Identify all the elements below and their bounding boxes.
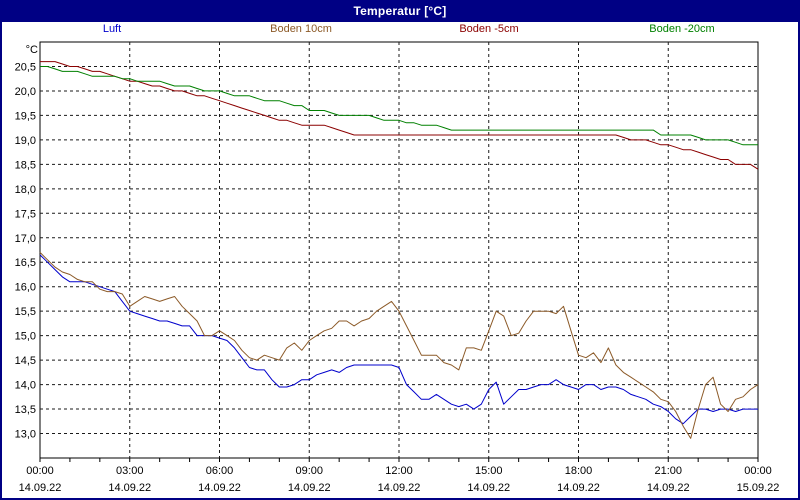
x-tick-date-label: 14.09.22 — [378, 482, 421, 494]
y-tick-label: 13,0 — [15, 429, 36, 441]
y-tick-label: 17,5 — [15, 208, 36, 220]
y-tick-label: 13,5 — [15, 404, 36, 416]
y-tick-label: 15,0 — [15, 331, 36, 343]
x-tick-time-label: 18:00 — [565, 465, 593, 477]
y-tick-label: 18,5 — [15, 159, 36, 171]
y-tick-label: 14,0 — [15, 380, 36, 392]
x-tick-time-label: 21:00 — [654, 465, 682, 477]
series-line-boden-20cm — [40, 66, 758, 146]
window-border-left — [0, 22, 2, 500]
legend-item-luft: Luft — [102, 23, 122, 35]
y-tick-label: 19,0 — [15, 135, 36, 147]
x-tick-time-label: 12:00 — [385, 465, 413, 477]
legend-item-boden-10cm: Boden 10cm — [270, 23, 332, 35]
x-tick-date-label: 14.09.22 — [557, 482, 600, 494]
y-tick-label: 14,5 — [15, 355, 36, 367]
title-bar: Temperatur [°C] — [0, 0, 800, 22]
y-tick-label: 16,0 — [15, 282, 36, 294]
legend-item-boden--20cm: Boden -20cm — [649, 23, 715, 35]
y-tick-label: 16,5 — [15, 257, 36, 269]
x-tick-date-label: 14.09.22 — [647, 482, 690, 494]
x-tick-date-label: 15.09.22 — [737, 482, 780, 494]
x-tick-time-label: 09:00 — [295, 465, 323, 477]
x-tick-time-label: 00:00 — [744, 465, 772, 477]
window-border-right — [798, 22, 800, 500]
temperature-chart: °C 20,5 20,0 19,5 19,0 18,5 18,0 17,5 17,0 16,5 1… — [15, 41, 780, 494]
plot-area — [39, 41, 759, 459]
y-tick-label: 19,5 — [15, 110, 36, 122]
x-tick-time-label: 06:00 — [206, 465, 234, 477]
y-tick-label: 20,0 — [15, 86, 36, 98]
x-tick-date-label: 14.09.22 — [198, 482, 241, 494]
x-tick-time-label: 15:00 — [475, 465, 503, 477]
y-tick-label: 17,0 — [15, 233, 36, 245]
window-border-bottom — [0, 498, 800, 500]
x-tick-date-label: 14.09.22 — [19, 482, 62, 494]
x-tick-time-label: 00:00 — [26, 465, 54, 477]
series-line-boden-10cm — [39, 252, 759, 439]
x-tick-date-label: 14.09.22 — [288, 482, 331, 494]
x-tick-date-label: 14.09.22 — [108, 482, 151, 494]
y-tick-label: 15,5 — [15, 306, 36, 318]
x-tick-date-label: 14.09.22 — [467, 482, 510, 494]
series-line-boden-5cm — [40, 61, 759, 170]
legend-item-boden--5cm: Boden -5cm — [459, 23, 519, 35]
chart-legend: Luft Boden 10cm Boden -5cm Boden -20cm — [0, 23, 800, 39]
y-tick-label: 18,0 — [15, 184, 36, 196]
series-line-luft — [39, 254, 758, 425]
x-tick-time-label: 03:00 — [116, 465, 144, 477]
y-axis-unit-label: °C — [26, 44, 38, 56]
y-tick-label: 20,5 — [15, 61, 36, 73]
page-title: Temperatur [°C] — [353, 4, 447, 18]
